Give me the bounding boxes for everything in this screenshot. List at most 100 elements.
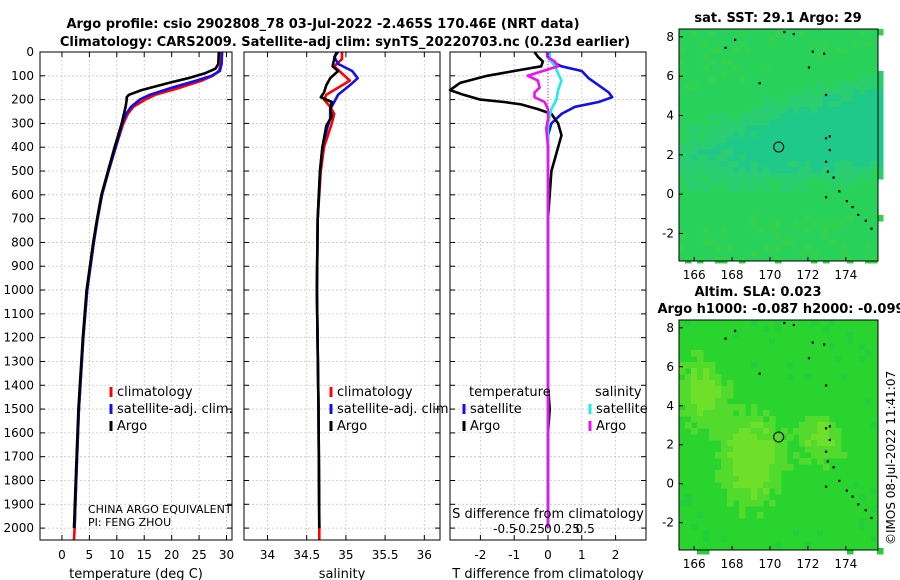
map-cell <box>847 137 854 144</box>
map-cell <box>697 257 704 264</box>
map-cell <box>721 458 728 465</box>
map-cell <box>691 428 698 435</box>
island-speck <box>832 466 835 469</box>
map-cell <box>763 167 770 174</box>
map-cell <box>835 428 842 435</box>
x-tick-label: 15 <box>137 548 152 562</box>
map-cell <box>727 422 734 429</box>
map-cell <box>805 131 812 138</box>
map-cell <box>709 173 716 180</box>
map-cell <box>679 398 686 405</box>
map-cell <box>823 440 830 447</box>
map-cell <box>757 173 764 180</box>
map-cell <box>757 494 764 501</box>
map-cell <box>703 398 710 405</box>
map-cell <box>727 137 734 144</box>
map-cell <box>799 137 806 144</box>
map-cell <box>679 71 686 78</box>
map-cell <box>829 149 836 156</box>
map-cell <box>817 458 824 465</box>
map-cell <box>835 107 842 114</box>
map-cell <box>877 173 884 180</box>
map-cell <box>859 137 866 144</box>
map-cell <box>769 167 776 174</box>
map-cell <box>715 434 722 441</box>
map-cell <box>811 155 818 162</box>
map-cell <box>847 257 854 264</box>
map-cell <box>793 167 800 174</box>
map-cell <box>703 404 710 411</box>
map-cell <box>715 476 722 483</box>
island-speck <box>824 196 828 199</box>
map-cell <box>835 137 842 144</box>
map-cell <box>691 368 698 375</box>
map-cell <box>715 404 722 411</box>
map-cell <box>859 518 866 525</box>
map-cell <box>835 149 842 156</box>
map-cell <box>751 167 758 174</box>
map-cell <box>703 167 710 174</box>
map-cell <box>685 398 692 405</box>
map-cell <box>727 143 734 150</box>
map-cell <box>739 464 746 471</box>
map-cell <box>763 161 770 168</box>
map-cell <box>685 404 692 411</box>
map-cell <box>733 149 740 156</box>
map-cell <box>805 137 812 144</box>
map-x-tick-label: 172 <box>796 557 819 571</box>
map-cell <box>685 149 692 156</box>
map-cell <box>763 125 770 132</box>
map-cell <box>847 215 854 222</box>
map-cell <box>709 416 716 423</box>
map-cell <box>739 488 746 495</box>
map-cell <box>835 155 842 162</box>
map-cell <box>865 77 872 84</box>
map-cell <box>769 476 776 483</box>
legend-label: Argo <box>337 419 367 434</box>
map-cell <box>877 119 884 126</box>
map-cell <box>805 119 812 126</box>
map-cell <box>715 416 722 423</box>
map-cell <box>751 131 758 138</box>
map-cell <box>859 149 866 156</box>
map-cell <box>817 101 824 108</box>
map-cell <box>853 161 860 168</box>
map-cell <box>733 65 740 72</box>
map-cell <box>847 155 854 162</box>
map-cell <box>775 131 782 138</box>
map-cell <box>811 434 818 441</box>
map-cell <box>727 416 734 423</box>
map-cell <box>871 83 878 90</box>
map-cell <box>691 29 698 36</box>
map-cell <box>757 137 764 144</box>
map-cell <box>769 416 776 423</box>
map-cell <box>739 161 746 168</box>
map-cell <box>751 155 758 162</box>
map-cell <box>775 257 782 264</box>
island-speck <box>824 450 828 453</box>
map-cell <box>697 362 704 369</box>
map-cell <box>781 131 788 138</box>
legend-label: Argo <box>596 419 626 434</box>
map-cell <box>859 125 866 132</box>
map-cell <box>721 131 728 138</box>
map-cell <box>769 119 776 126</box>
map-cell <box>715 386 722 393</box>
map-cell <box>769 428 776 435</box>
map-cell <box>697 392 704 399</box>
map-cell <box>751 362 758 369</box>
map-cell <box>823 257 830 264</box>
map-cell <box>745 47 752 54</box>
map-cell <box>793 161 800 168</box>
map-cell <box>745 137 752 144</box>
map-cell <box>697 368 704 375</box>
map-cell <box>721 470 728 477</box>
map-cell <box>763 149 770 156</box>
map-cell <box>685 173 692 180</box>
map-cell <box>847 101 854 108</box>
map-cell <box>799 125 806 132</box>
map-cell <box>739 131 746 138</box>
island-speck <box>724 337 727 340</box>
map-cell <box>865 131 872 138</box>
island-speck <box>811 50 814 53</box>
